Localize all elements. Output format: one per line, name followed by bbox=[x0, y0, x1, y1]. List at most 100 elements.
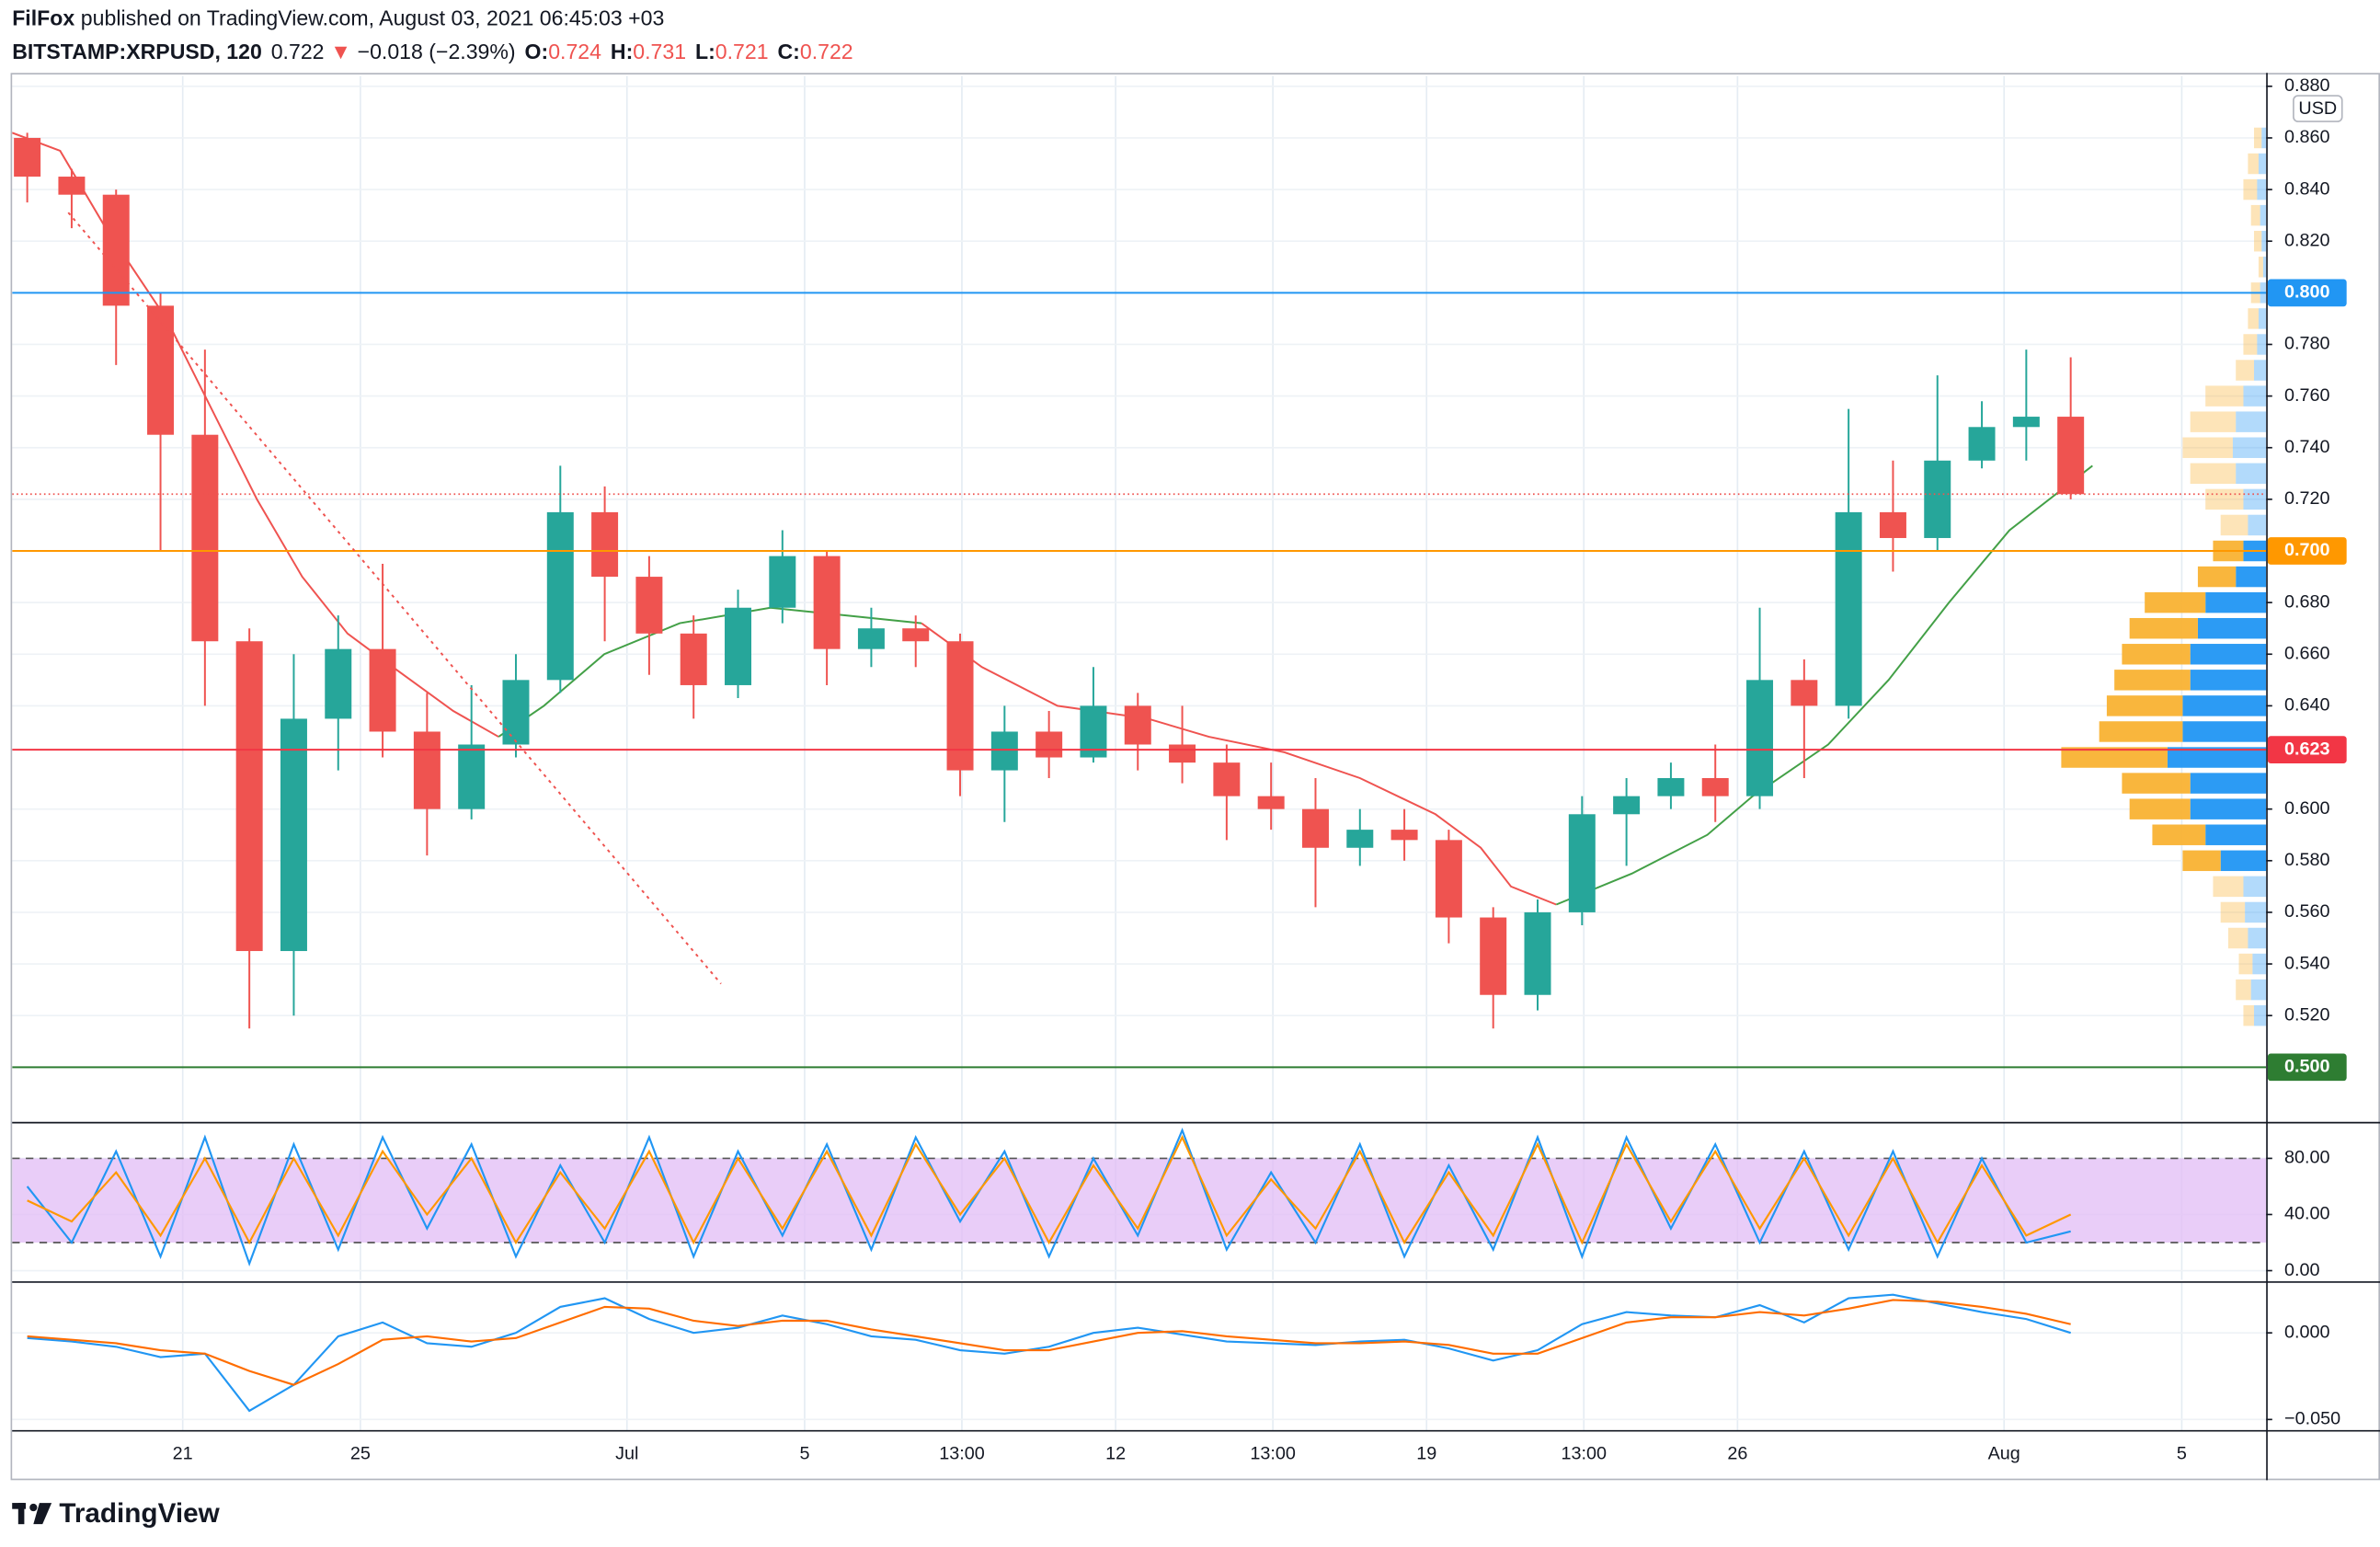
x-tick-label: 13:00 bbox=[1250, 1443, 1296, 1463]
volume-profile-bar bbox=[2257, 178, 2267, 201]
candle-body bbox=[147, 305, 175, 435]
published: published on TradingView.com, August 03,… bbox=[81, 6, 665, 30]
currency-box bbox=[2293, 95, 2343, 122]
volume-profile-bar bbox=[2243, 488, 2267, 510]
candle-body bbox=[325, 648, 352, 719]
candle-body bbox=[769, 556, 796, 608]
volume-profile-bar bbox=[2205, 488, 2244, 510]
volume-profile-bar bbox=[2260, 204, 2267, 226]
chart-border bbox=[10, 73, 2380, 1481]
volume-profile-bar bbox=[2258, 153, 2267, 175]
candle-body bbox=[1480, 917, 1507, 995]
volume-profile-bar bbox=[2254, 1004, 2267, 1026]
volume-profile-bar bbox=[2190, 670, 2267, 691]
ohlc-label: C: bbox=[777, 40, 799, 63]
candle-body bbox=[1257, 796, 1285, 809]
candle-body bbox=[458, 744, 486, 809]
candle-body bbox=[1036, 731, 1063, 758]
candle-body bbox=[546, 511, 574, 681]
level-label-box bbox=[2267, 537, 2347, 565]
candle-body bbox=[1213, 762, 1241, 796]
volume-profile-bar bbox=[2243, 385, 2267, 407]
candle-body bbox=[280, 718, 307, 952]
candle-body bbox=[1124, 705, 1151, 745]
y-tick-label: 0.580 bbox=[2284, 850, 2330, 870]
level-label: 0.623 bbox=[2284, 739, 2330, 759]
pane bbox=[27, 1293, 2071, 1413]
volume-profile-bar bbox=[2236, 463, 2267, 485]
volume-profile-bar bbox=[2106, 695, 2183, 716]
arrow: ▼ bbox=[330, 40, 351, 63]
x-tick-label: 19 bbox=[1416, 1443, 1436, 1463]
volume-profile-bar bbox=[2238, 953, 2253, 975]
brand: TradingView bbox=[59, 1498, 220, 1529]
moving-average bbox=[12, 132, 1557, 906]
volume-profile-bar bbox=[2227, 927, 2248, 949]
candle-body bbox=[191, 434, 219, 642]
y-tick-label: 0.000 bbox=[2284, 1322, 2330, 1342]
ohlc-label: L: bbox=[695, 40, 715, 63]
candle-body bbox=[1657, 777, 1685, 796]
x-tick-label: 12 bbox=[1105, 1443, 1126, 1463]
y-tick-label: 0.540 bbox=[2284, 953, 2330, 973]
volume-profile-bar bbox=[2262, 257, 2267, 278]
candle-body bbox=[1613, 796, 1641, 815]
y-tick-label: 0.880 bbox=[2284, 75, 2330, 96]
volume-profile-bar bbox=[2258, 257, 2263, 278]
y-tick-label: 0.660 bbox=[2284, 644, 2330, 664]
volume-profile-bar bbox=[2182, 437, 2233, 458]
volume-profile-bar bbox=[2205, 591, 2267, 613]
publisher: FilFox bbox=[12, 6, 74, 30]
candle-body bbox=[1346, 830, 1374, 848]
x-tick-label: Jul bbox=[615, 1443, 638, 1463]
candle-body bbox=[413, 731, 441, 809]
volume-profile-bar bbox=[2190, 411, 2237, 432]
volume-profile-bar bbox=[2252, 953, 2267, 975]
candle-body bbox=[1169, 744, 1196, 763]
candle-body bbox=[1524, 911, 1551, 995]
pane bbox=[12, 127, 2267, 1069]
volume-profile-bar bbox=[2122, 773, 2191, 794]
candle-body bbox=[990, 731, 1018, 771]
frame bbox=[10, 73, 2380, 1481]
candle-body bbox=[1435, 840, 1462, 918]
candle-body bbox=[725, 607, 752, 685]
volume-profile-bar bbox=[2129, 798, 2191, 819]
y-tick-label: 0.780 bbox=[2284, 334, 2330, 354]
candle-body bbox=[591, 511, 619, 578]
y-tick-label: 40.00 bbox=[2284, 1204, 2330, 1224]
volume-profile-bar bbox=[2213, 876, 2244, 898]
candle-body bbox=[58, 177, 86, 195]
volume-profile-bar bbox=[2190, 798, 2267, 819]
ohlc-value: 0.722 bbox=[800, 40, 853, 63]
y-tick-label: 0.740 bbox=[2284, 437, 2330, 457]
candle-body bbox=[502, 680, 530, 745]
candle-body bbox=[1568, 814, 1596, 912]
moving-average bbox=[498, 464, 2093, 906]
x-tick-label: Aug bbox=[1988, 1443, 2020, 1463]
volume-profile-bar bbox=[2190, 773, 2267, 794]
y-tick-label: 0.560 bbox=[2284, 901, 2330, 922]
ohlc-label: H: bbox=[611, 40, 633, 63]
symbol-line: BITSTAMP:XRPUSD, 120 0.722 ▼ −0.018 (−2.39%… bbox=[12, 40, 852, 63]
volume-profile-bar bbox=[2236, 979, 2251, 1001]
candle-body bbox=[1791, 680, 1818, 706]
level-label: 0.500 bbox=[2284, 1057, 2330, 1077]
marks bbox=[12, 127, 2267, 1413]
volume-profile-bar bbox=[2197, 617, 2267, 639]
x-tick-label: 13:00 bbox=[1561, 1443, 1607, 1463]
volume-profile-bar bbox=[2258, 308, 2267, 329]
last: 0.722 bbox=[271, 40, 325, 63]
volume-profile-bar bbox=[2197, 566, 2237, 588]
volume-profile-bar bbox=[2243, 334, 2258, 355]
y-tick-label: 80.00 bbox=[2284, 1148, 2330, 1168]
currency-label: USD bbox=[2298, 98, 2337, 119]
logo-part bbox=[17, 1503, 25, 1525]
publish-line: FilFox published on TradingView.com, Augu… bbox=[12, 6, 664, 30]
volume-profile-bar bbox=[2243, 1004, 2255, 1026]
volume-profile-bar bbox=[2245, 901, 2267, 923]
volume-profile-bar bbox=[2182, 695, 2267, 716]
candle-body bbox=[235, 641, 263, 952]
